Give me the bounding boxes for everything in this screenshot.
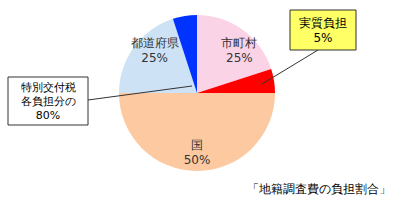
- svg-text:25%: 25%: [226, 51, 253, 65]
- svg-text:特別交付税: 特別交付税: [21, 81, 76, 94]
- svg-text:各負担分の: 各負担分の: [21, 95, 76, 108]
- svg-text:80%: 80%: [36, 109, 60, 122]
- svg-text:25%: 25%: [141, 51, 168, 65]
- svg-text:市町村: 市町村: [221, 36, 257, 50]
- svg-text:都道府県: 都道府県: [131, 36, 179, 50]
- svg-text:国: 国: [191, 138, 203, 152]
- svg-text:実質負担: 実質負担: [299, 16, 347, 30]
- svg-text:5%: 5%: [313, 31, 332, 45]
- svg-text:50%: 50%: [184, 153, 211, 167]
- svg-text:「地籍調査費の負担割合」: 「地籍調査費の負担割合」: [247, 182, 391, 196]
